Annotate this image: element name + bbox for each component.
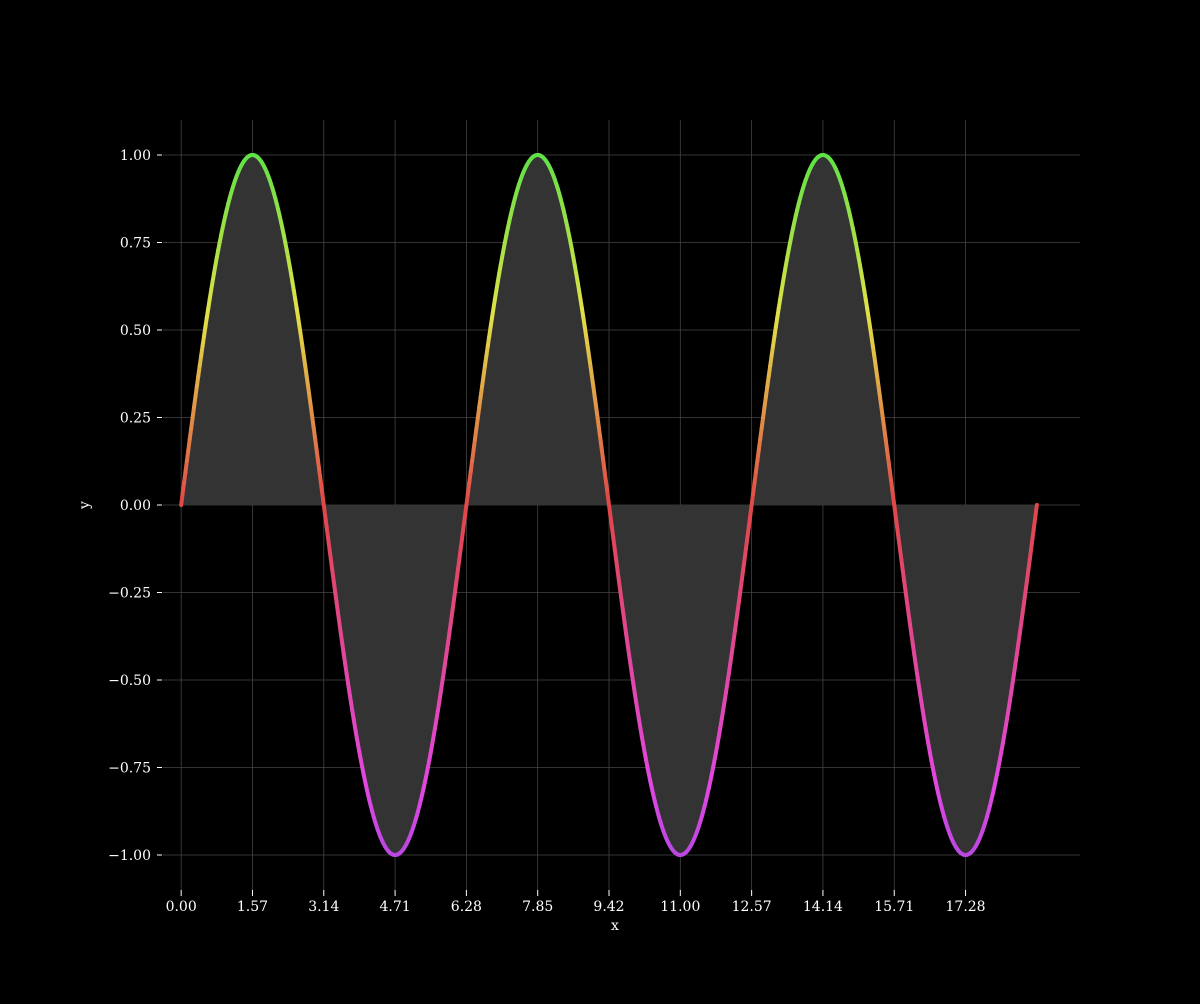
x-tick-label: 6.28 [451, 899, 482, 915]
y-tick-label: −0.75 [108, 761, 151, 777]
x-tick-label: 9.42 [593, 899, 624, 915]
x-tick-label: 15.71 [874, 899, 914, 915]
x-axis-label: x [611, 918, 619, 934]
x-tick-label: 14.14 [803, 899, 843, 915]
x-tick-label: 3.14 [308, 899, 339, 915]
x-tick-label: 1.57 [237, 899, 268, 915]
x-tick-label: 7.85 [522, 899, 553, 915]
y-axis-ticks: 1.00 0.75 0.50 0.25 0.00 −0.25 −0.50 −0.75 −1.00 [108, 148, 162, 864]
y-tick-label: −0.50 [108, 673, 151, 689]
y-tick-label: −1.00 [108, 848, 151, 864]
y-tick-label: 0.25 [120, 411, 151, 427]
x-tick-label: 4.71 [379, 899, 410, 915]
x-tick-label: 11.00 [660, 899, 700, 915]
y-tick-label: 0.00 [120, 498, 151, 514]
x-tick-label: 17.28 [946, 899, 986, 915]
sine-segment [1035, 505, 1036, 516]
y-tick-label: 1.00 [120, 148, 151, 164]
x-axis-ticks: 0.00 1.57 3.14 4.71 6.28 7.85 9.42 11.00 12.57 14… [166, 890, 986, 915]
y-tick-label: 0.50 [120, 323, 151, 339]
y-tick-label: 0.75 [120, 236, 151, 252]
y-tick-label: −0.25 [108, 586, 151, 602]
y-axis-label: y [77, 501, 93, 510]
x-tick-label: 12.57 [732, 899, 772, 915]
x-tick-label: 0.00 [166, 899, 197, 915]
